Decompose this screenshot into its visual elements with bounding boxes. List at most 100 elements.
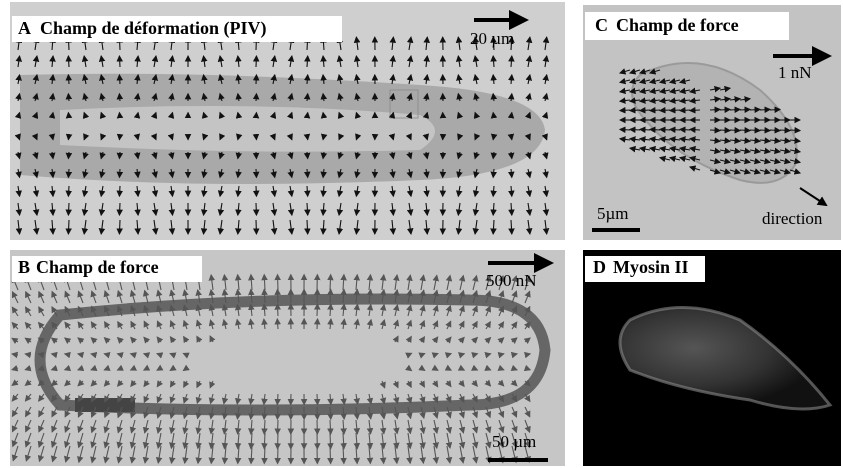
arrow bbox=[620, 129, 630, 130]
arrow bbox=[680, 110, 690, 111]
arrow bbox=[620, 110, 630, 111]
arrow-scale-label: 500 nN bbox=[486, 271, 537, 290]
arrow bbox=[317, 319, 318, 329]
arrow bbox=[68, 75, 69, 84]
page: {"panels": [ {"label": "A", "title": "Ch… bbox=[0, 0, 843, 468]
arrow bbox=[264, 446, 265, 463]
panel-b: B Champ de force 500 nN 50 µm bbox=[10, 250, 565, 466]
arrow bbox=[770, 109, 780, 110]
panel-label: D bbox=[593, 257, 606, 277]
arrow bbox=[780, 130, 790, 131]
arrow bbox=[68, 56, 69, 67]
arrow bbox=[119, 203, 120, 215]
direction-label: direction bbox=[762, 209, 823, 228]
arrow bbox=[68, 94, 69, 101]
arrow bbox=[330, 446, 331, 463]
panel-title: Champ de déformation (PIV) bbox=[40, 18, 267, 39]
arrow bbox=[277, 289, 278, 303]
arrow bbox=[630, 129, 640, 130]
figure: A Champ de déformation (PIV) 20 µm B Cha… bbox=[0, 0, 843, 468]
panel-a: A Champ de déformation (PIV) 20 µm bbox=[10, 2, 565, 240]
arrow bbox=[630, 110, 640, 111]
panel-label: C bbox=[595, 15, 608, 35]
arrow bbox=[307, 186, 308, 196]
arrow bbox=[307, 75, 308, 84]
scale-bar-label: 5µm bbox=[597, 204, 629, 223]
arrow bbox=[660, 110, 670, 111]
panel-label: A bbox=[18, 18, 31, 38]
arrow bbox=[277, 394, 278, 404]
arrow bbox=[750, 130, 760, 131]
arrow bbox=[119, 169, 120, 177]
arrow bbox=[690, 110, 700, 111]
arrow bbox=[277, 407, 278, 419]
arrow bbox=[68, 152, 69, 158]
scale-bar bbox=[488, 458, 548, 462]
arrow bbox=[330, 275, 331, 290]
arrow bbox=[760, 130, 770, 131]
arrow bbox=[680, 129, 690, 130]
arrow bbox=[119, 152, 120, 158]
arrow bbox=[650, 129, 660, 130]
arrow bbox=[119, 186, 120, 196]
arrow bbox=[307, 113, 308, 118]
panel-title: Champ de force bbox=[616, 15, 739, 35]
arrow bbox=[119, 56, 120, 67]
arrow bbox=[277, 319, 278, 329]
panel-c: C Champ de force 1 nN 5µm direction bbox=[583, 5, 841, 240]
arrow bbox=[119, 75, 120, 84]
arrow bbox=[119, 135, 120, 140]
cell-interior bbox=[60, 106, 435, 152]
arrow bbox=[68, 135, 69, 140]
arrow bbox=[68, 113, 69, 118]
arrow-scale-label: 1 nN bbox=[778, 63, 812, 82]
arrow bbox=[68, 220, 69, 234]
arrow bbox=[730, 109, 740, 110]
arrow bbox=[317, 394, 318, 404]
arrow bbox=[68, 169, 69, 177]
arrow bbox=[119, 113, 120, 118]
arrow bbox=[660, 129, 670, 130]
arrow bbox=[740, 109, 750, 110]
arrow bbox=[750, 109, 760, 110]
arrow bbox=[690, 129, 700, 130]
arrow bbox=[307, 94, 308, 101]
arrow bbox=[307, 203, 308, 215]
arrow bbox=[307, 152, 308, 158]
arrow bbox=[307, 220, 308, 234]
arrow bbox=[119, 220, 120, 234]
arrow bbox=[68, 203, 69, 215]
arrow bbox=[710, 130, 720, 131]
arrow bbox=[770, 130, 780, 131]
arrow bbox=[330, 407, 331, 419]
panel-d: D Myosin II bbox=[583, 250, 841, 466]
arrow-scale-label: 20 µm bbox=[470, 29, 514, 48]
arrow bbox=[740, 130, 750, 131]
arrow bbox=[720, 130, 730, 131]
arrow bbox=[670, 129, 680, 130]
arrow bbox=[710, 109, 720, 110]
arrow bbox=[119, 94, 120, 101]
arrow bbox=[670, 110, 680, 111]
panel-label: B bbox=[18, 257, 30, 277]
arrow bbox=[790, 130, 800, 131]
scale-bar-label: 50 µm bbox=[492, 432, 536, 451]
arrow bbox=[330, 289, 331, 303]
arrow bbox=[720, 109, 730, 110]
arrow bbox=[307, 56, 308, 67]
arrow bbox=[640, 110, 650, 111]
arrow bbox=[650, 110, 660, 111]
arrow bbox=[330, 420, 331, 434]
arrow bbox=[307, 135, 308, 140]
arrow bbox=[277, 304, 278, 316]
arrow bbox=[277, 420, 278, 434]
arrow bbox=[760, 109, 770, 110]
arrow bbox=[68, 186, 69, 196]
arrow bbox=[307, 169, 308, 177]
scale-bar bbox=[592, 228, 640, 232]
arrow bbox=[640, 129, 650, 130]
arrow bbox=[264, 275, 265, 290]
panel-title: Myosin II bbox=[613, 257, 689, 277]
arrow bbox=[730, 130, 740, 131]
panel-title: Champ de force bbox=[36, 257, 159, 277]
